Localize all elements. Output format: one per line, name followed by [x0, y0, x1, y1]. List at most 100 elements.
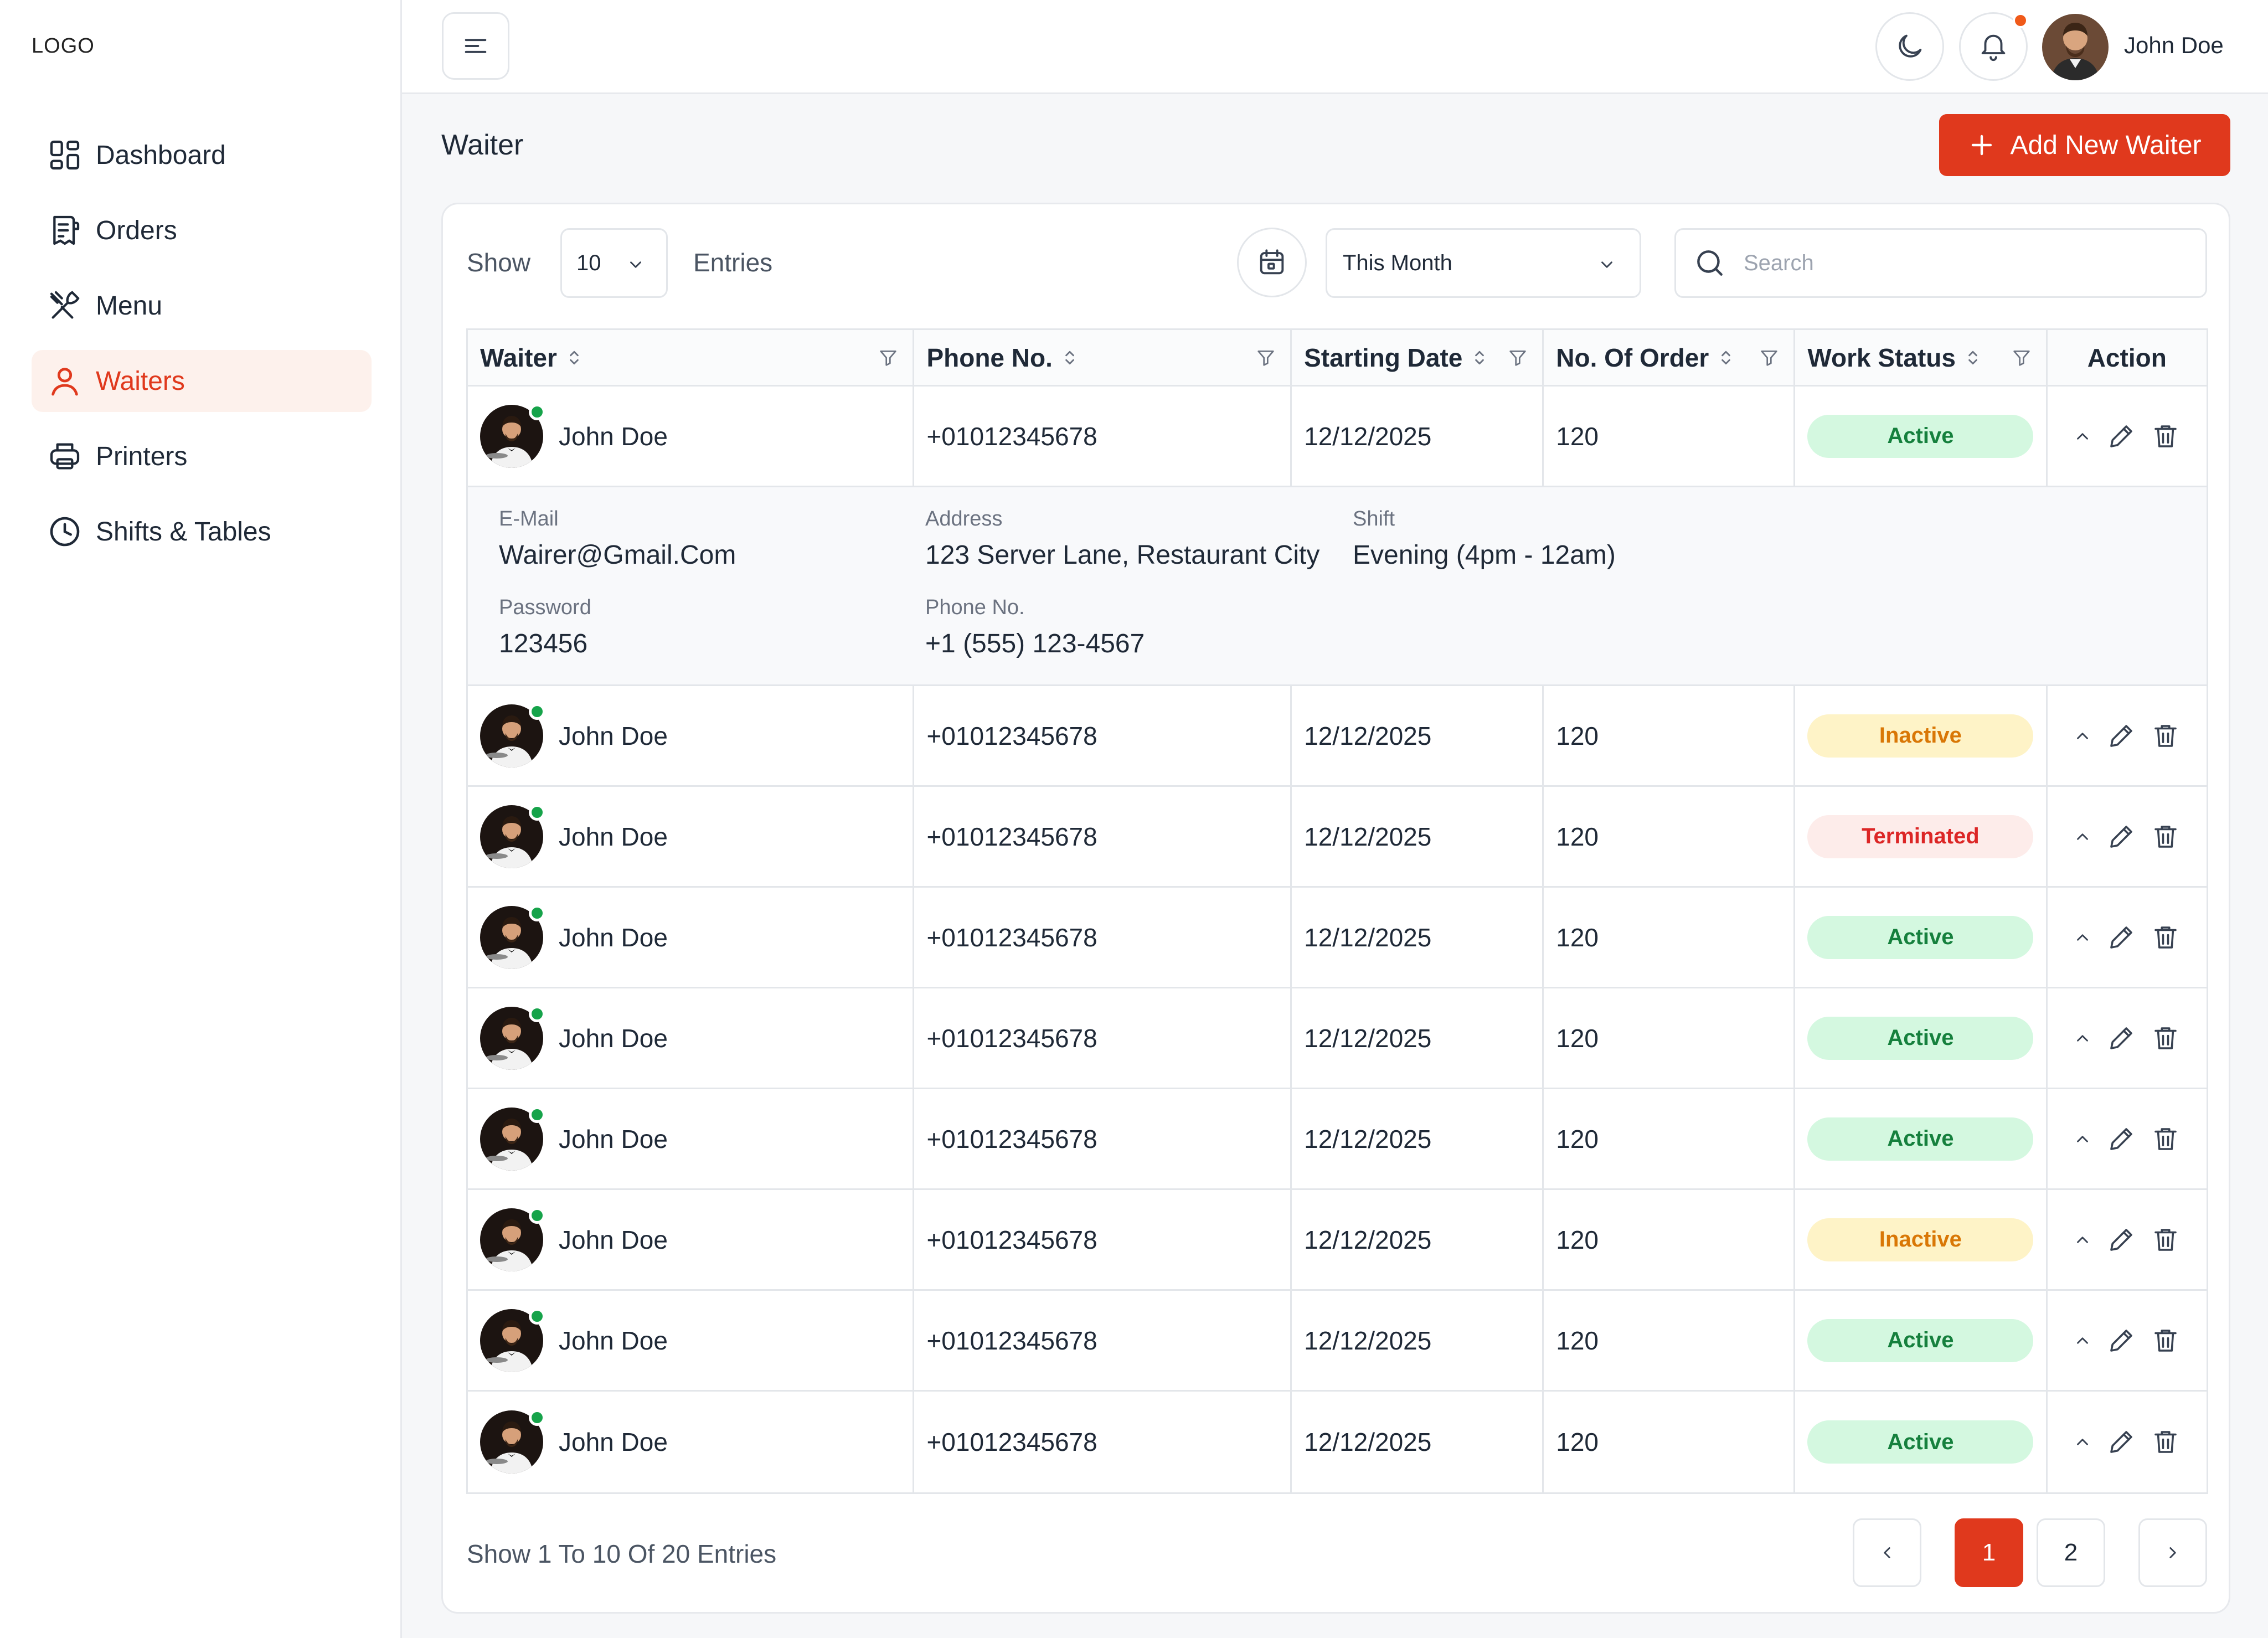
online-status-dot: [529, 1005, 545, 1022]
action-cell: [2048, 988, 2207, 1088]
column-header-starting-date[interactable]: Starting Date: [1292, 330, 1544, 385]
chevron-up-icon[interactable]: [2073, 827, 2092, 846]
entries-label: Entries: [693, 248, 773, 277]
theme-toggle-button[interactable]: [1875, 12, 1944, 81]
edit-icon[interactable]: [2106, 1326, 2136, 1356]
edit-icon[interactable]: [2106, 421, 2136, 451]
sort-icon[interactable]: [1472, 348, 1487, 367]
search-input[interactable]: [1743, 250, 2188, 276]
page-button-2[interactable]: 2: [2037, 1518, 2105, 1587]
column-header-no-of-order[interactable]: No. Of Order: [1544, 330, 1796, 385]
column-header-work-status[interactable]: Work Status: [1795, 330, 2048, 385]
page-button-1[interactable]: 1: [1955, 1518, 2023, 1587]
add-new-waiter-button[interactable]: Add New Waiter: [1939, 114, 2230, 176]
online-status-dot: [529, 803, 545, 821]
edit-icon[interactable]: [2106, 1225, 2136, 1255]
phone-cell: +01012345678: [914, 988, 1292, 1088]
chevron-up-icon[interactable]: [2073, 928, 2092, 947]
period-select[interactable]: This Month: [1326, 228, 1641, 298]
column-header-phone[interactable]: Phone No.: [914, 330, 1292, 385]
trash-icon[interactable]: [2151, 1427, 2181, 1457]
detail-label: Address: [925, 507, 1003, 530]
phone-cell: +01012345678: [914, 888, 1292, 987]
user-name[interactable]: John Doe: [2124, 32, 2224, 58]
orders-count-cell: 120: [1544, 1392, 1796, 1492]
filter-icon[interactable]: [1255, 347, 1277, 369]
trash-icon[interactable]: [2151, 1023, 2181, 1053]
prev-page-button[interactable]: [1853, 1518, 1921, 1587]
notifications-button[interactable]: [1959, 12, 2028, 81]
sidebar-item-menu[interactable]: Menu: [32, 275, 372, 337]
add-new-waiter-label: Add New Waiter: [2010, 130, 2202, 160]
waiter-details-panel: E-Mail Wairer@Gmail.Com Address 123 Server …: [468, 487, 2207, 686]
orders-count-cell: 120: [1544, 1190, 1796, 1289]
edit-icon[interactable]: [2106, 822, 2136, 852]
work-status-cell: Active: [1795, 387, 2048, 486]
chevron-down-icon: [1597, 255, 1616, 274]
starting-date-cell: 12/12/2025: [1292, 1291, 1544, 1390]
sidebar-item-label: Printers: [96, 441, 188, 471]
work-status-cell: Inactive: [1795, 686, 2048, 785]
chevron-up-icon[interactable]: [2073, 1130, 2092, 1148]
filter-icon[interactable]: [877, 347, 899, 369]
status-badge: Active: [1807, 414, 2034, 458]
sidebar-item-printers[interactable]: Printers: [32, 425, 372, 487]
chevron-up-icon[interactable]: [2073, 1029, 2092, 1048]
trash-icon[interactable]: [2151, 1124, 2181, 1154]
trash-icon[interactable]: [2151, 923, 2181, 952]
trash-icon[interactable]: [2151, 421, 2181, 451]
orders-count-cell: 120: [1544, 787, 1796, 886]
sort-icon[interactable]: [567, 348, 581, 367]
sidebar-nav: Dashboard Orders Menu Waiters Printers: [32, 124, 372, 576]
chevron-up-icon[interactable]: [2073, 1433, 2092, 1451]
work-status-cell: Active: [1795, 1392, 2048, 1492]
waiter-avatar: [480, 1005, 545, 1070]
trash-icon[interactable]: [2151, 822, 2181, 852]
period-value: This Month: [1343, 250, 1452, 275]
sidebar-item-dashboard[interactable]: Dashboard: [32, 124, 372, 186]
table-row: John Doe +01012345678 12/12/2025 120 Active: [468, 988, 2207, 1089]
filter-icon[interactable]: [1758, 347, 1780, 369]
edit-icon[interactable]: [2106, 1427, 2136, 1457]
status-badge: Inactive: [1807, 714, 2034, 758]
edit-icon[interactable]: [2106, 1124, 2136, 1154]
hamburger-icon: [461, 32, 490, 60]
detail-email: E-Mail Wairer@Gmail.Com: [499, 507, 736, 570]
trash-icon[interactable]: [2151, 721, 2181, 751]
edit-icon[interactable]: [2106, 923, 2136, 952]
sidebar-item-label: Waiters: [96, 366, 185, 396]
entries-per-page-select[interactable]: 10: [560, 228, 668, 298]
edit-icon[interactable]: [2106, 1023, 2136, 1053]
starting-date-cell: 12/12/2025: [1292, 988, 1544, 1088]
sidebar-item-shifts-tables[interactable]: Shifts & Tables: [32, 501, 372, 563]
sort-icon[interactable]: [1719, 348, 1733, 367]
user-avatar[interactable]: [2042, 14, 2109, 80]
table-header: Waiter Phone No. Starting Date No. Of Or…: [468, 330, 2207, 387]
clock-icon: [47, 514, 83, 549]
orders-count-cell: 120: [1544, 686, 1796, 785]
chevron-up-icon[interactable]: [2073, 1331, 2092, 1350]
sidebar-item-orders[interactable]: Orders: [32, 199, 372, 261]
notification-dot: [2013, 13, 2028, 28]
sidebar-toggle-button[interactable]: [442, 12, 509, 80]
chevron-left-icon: [1878, 1543, 1896, 1562]
waiter-name: John Doe: [559, 421, 668, 451]
sidebar-item-waiters[interactable]: Waiters: [32, 350, 372, 412]
date-picker-button[interactable]: [1237, 228, 1307, 297]
orders-count-cell: 120: [1544, 1291, 1796, 1390]
filter-icon[interactable]: [2011, 347, 2033, 369]
sort-icon[interactable]: [1966, 348, 1980, 367]
sort-icon[interactable]: [1063, 348, 1077, 367]
edit-icon[interactable]: [2106, 721, 2136, 751]
trash-icon[interactable]: [2151, 1225, 2181, 1255]
filter-icon[interactable]: [1507, 347, 1529, 369]
column-header-waiter[interactable]: Waiter: [468, 330, 915, 385]
chevron-up-icon[interactable]: [2073, 1230, 2092, 1249]
detail-label: E-Mail: [499, 507, 559, 530]
next-page-button[interactable]: [2138, 1518, 2207, 1587]
trash-icon[interactable]: [2151, 1326, 2181, 1356]
waiter-avatar: [480, 403, 545, 468]
chevron-up-icon[interactable]: [2073, 427, 2092, 446]
chevron-up-icon[interactable]: [2073, 727, 2092, 745]
action-cell: [2048, 387, 2207, 486]
